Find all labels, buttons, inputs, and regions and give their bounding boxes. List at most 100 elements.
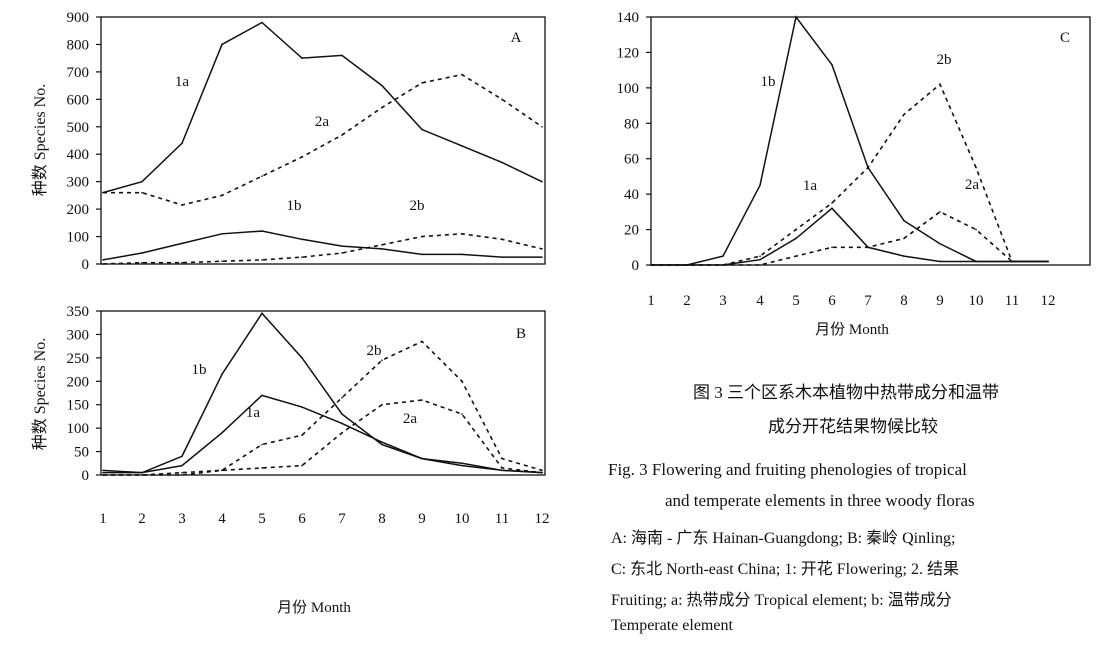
y-tick-label: 0 bbox=[82, 257, 90, 273]
x-tick-label: 7 bbox=[338, 511, 346, 527]
y-axis-title: 种数 Species No. bbox=[31, 84, 49, 196]
x-tick-label: 4 bbox=[756, 293, 764, 309]
data-point-2a bbox=[831, 246, 833, 249]
series-line-1b bbox=[102, 230, 542, 261]
x-tick-label: 11 bbox=[1005, 293, 1019, 309]
data-point-2a bbox=[461, 73, 463, 76]
y-tick-label: 0 bbox=[632, 258, 640, 274]
series-line-2b bbox=[103, 340, 543, 476]
data-point-1b bbox=[461, 253, 463, 256]
data-point-1b bbox=[341, 413, 343, 415]
x-tick-label: 6 bbox=[298, 511, 306, 527]
data-point-2a bbox=[501, 98, 503, 101]
y-tick-label: 120 bbox=[617, 45, 640, 61]
series-label-1a: 1a bbox=[803, 178, 818, 194]
data-point-2a bbox=[181, 204, 183, 206]
data-point-2b bbox=[341, 396, 343, 399]
data-point-1b bbox=[181, 455, 183, 458]
series-label-2b: 2b bbox=[367, 343, 382, 359]
series-line-1a bbox=[102, 21, 543, 194]
series-line-2a bbox=[103, 399, 543, 476]
series-line-2a bbox=[103, 73, 543, 206]
data-point-1b bbox=[261, 230, 263, 232]
data-point-2b bbox=[341, 252, 343, 254]
data-point-2a bbox=[1047, 260, 1049, 263]
data-point-2a bbox=[1011, 260, 1013, 263]
x-tick-label: 4 bbox=[218, 511, 226, 527]
y-tick-label: 300 bbox=[67, 175, 90, 191]
data-point-2a bbox=[141, 474, 143, 476]
data-point-1a bbox=[381, 84, 383, 87]
data-point-1a bbox=[141, 471, 143, 474]
data-point-1b bbox=[381, 248, 383, 250]
data-point-1b bbox=[501, 256, 503, 258]
data-point-1b bbox=[759, 184, 761, 187]
series-label-2b: 2b bbox=[410, 198, 425, 214]
data-point-1a bbox=[501, 469, 503, 472]
data-point-1b bbox=[831, 64, 833, 66]
data-point-2b bbox=[501, 457, 503, 460]
y-tick-label: 600 bbox=[67, 92, 90, 108]
y-tick-label: 400 bbox=[67, 147, 90, 163]
plot-frame bbox=[100, 16, 546, 265]
data-point-2b bbox=[795, 228, 797, 231]
data-point-2a bbox=[903, 237, 905, 240]
data-point-2b bbox=[461, 233, 463, 235]
panel-label: A bbox=[511, 30, 522, 46]
y-tick-label: 100 bbox=[617, 81, 640, 97]
caption-legend-line1: A: 海南 - 广东 Hainan-Guangdong; B: 秦岭 Qinli… bbox=[611, 530, 956, 547]
data-point-1a bbox=[381, 441, 383, 444]
data-point-1a bbox=[501, 161, 503, 164]
data-point-2a bbox=[650, 264, 652, 266]
data-point-1b bbox=[261, 312, 263, 315]
series-line-2b bbox=[102, 233, 543, 265]
data-point-1a bbox=[939, 260, 941, 263]
series-label-2a: 2a bbox=[315, 114, 330, 130]
data-point-2a bbox=[341, 432, 343, 434]
data-point-1b bbox=[141, 252, 143, 254]
data-point-1a bbox=[141, 180, 143, 183]
data-point-1b bbox=[541, 256, 543, 258]
caption-en-line1: Fig. 3 Flowering and fruiting phenologie… bbox=[608, 460, 967, 479]
chart-panel-a: 0 100 200 300 400 500 600 700 800 900 种数 Species N… bbox=[31, 10, 546, 273]
data-point-2a bbox=[221, 469, 223, 472]
caption-en-line2: and temperate elements in three woody fl… bbox=[665, 491, 975, 510]
data-point-2a bbox=[686, 264, 688, 266]
x-tick-label: 5 bbox=[258, 511, 266, 527]
data-point-1b bbox=[903, 219, 905, 222]
data-point-2b bbox=[541, 248, 543, 250]
x-tick-label: 8 bbox=[378, 511, 386, 527]
y-tick-label: 60 bbox=[624, 152, 639, 168]
data-point-2a bbox=[221, 194, 223, 197]
data-point-1a bbox=[975, 260, 977, 263]
x-tick-label: 8 bbox=[900, 293, 908, 309]
data-point-1b bbox=[301, 357, 303, 359]
data-point-2a bbox=[501, 467, 503, 469]
series-label-2a: 2a bbox=[403, 411, 418, 427]
caption-legend-line3: Fruiting; a: 热带成分 Tropical element; b: 温… bbox=[611, 592, 952, 609]
data-point-2b bbox=[141, 261, 143, 264]
data-point-2a bbox=[301, 464, 303, 467]
y-tick-label: 100 bbox=[67, 230, 90, 246]
y-tick-label: 500 bbox=[67, 120, 90, 136]
data-point-2b bbox=[301, 256, 303, 258]
data-point-1a bbox=[102, 469, 104, 472]
caption-legend-line4: Temperate element bbox=[611, 617, 733, 634]
data-point-2b bbox=[421, 340, 423, 343]
data-point-2b bbox=[221, 260, 223, 263]
data-point-1a bbox=[461, 462, 463, 465]
x-tick-label: 9 bbox=[418, 511, 426, 527]
data-point-1b bbox=[221, 373, 223, 376]
data-point-1b bbox=[221, 233, 223, 235]
series-line-2b bbox=[651, 83, 1048, 266]
data-point-1b bbox=[181, 242, 183, 245]
data-point-2b bbox=[181, 261, 183, 264]
y-tick-label: 300 bbox=[67, 327, 90, 343]
data-point-2b bbox=[181, 474, 183, 476]
data-point-2b bbox=[759, 255, 761, 257]
series-line-1b bbox=[103, 312, 543, 474]
series-label-1a: 1a bbox=[175, 74, 190, 90]
data-point-2b bbox=[261, 443, 263, 446]
